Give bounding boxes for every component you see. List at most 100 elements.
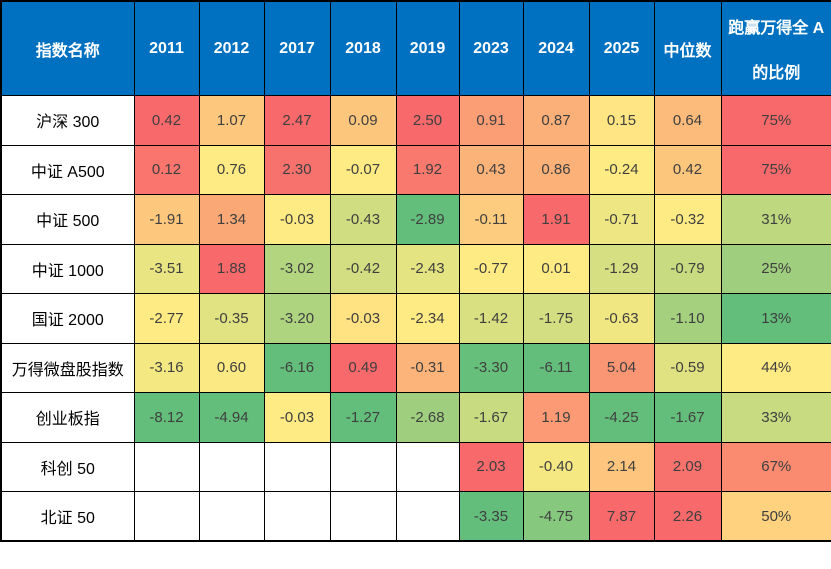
value-cell-2024: -6.11 [522,342,590,393]
value-cell-2025: -4.25 [588,392,655,443]
value-cell-2025: 0.15 [588,95,655,146]
value-cell-2017 [263,491,331,542]
value-cell-2018: 0.49 [329,342,397,393]
value-cell-2023: -1.42 [458,293,524,344]
value-cell-2011: -3.51 [133,243,200,294]
value-cell-2019 [395,491,460,542]
median-cell: -1.67 [653,392,722,443]
col-header-2025: 2025 [588,0,655,96]
value-cell-2011: -3.16 [133,342,200,393]
value-cell-2012: 0.60 [198,342,265,393]
table-row: 科创 50 2.03 -0.40 2.14 2.09 67% [0,441,831,492]
beat-ratio-cell: 13% [720,293,831,344]
value-cell-2017: -6.16 [263,342,331,393]
value-cell-2023: -3.30 [458,342,524,393]
median-cell: 0.42 [653,144,722,195]
value-cell-2024: 1.91 [522,194,590,245]
row-label: 中证 500 [0,194,135,245]
value-cell-2019: -2.68 [395,392,460,443]
beat-ratio-header-line1: 跑赢万得全 A [728,20,825,37]
beat-ratio-cell: 67% [720,441,831,492]
value-cell-2012: 0.76 [198,144,265,195]
value-cell-2025: 7.87 [588,491,655,542]
col-header-median: 中位数 [653,0,722,96]
header-row: 指数名称 2011 2012 2017 2018 2019 2023 2024 … [0,0,831,96]
value-cell-2018: -0.43 [329,194,397,245]
value-cell-2011: -1.91 [133,194,200,245]
value-cell-2025: -0.63 [588,293,655,344]
row-label: 中证 1000 [0,243,135,294]
median-cell: -0.59 [653,342,722,393]
value-cell-2023: -1.67 [458,392,524,443]
value-cell-2011: -2.77 [133,293,200,344]
value-cell-2017: 2.30 [263,144,331,195]
value-cell-2023: 0.91 [458,95,524,146]
value-cell-2012: 1.88 [198,243,265,294]
col-header-2018: 2018 [329,0,397,96]
value-cell-2019: -0.31 [395,342,460,393]
col-header-2024: 2024 [522,0,590,96]
col-header-index-name: 指数名称 [0,0,135,96]
col-header-2023: 2023 [458,0,524,96]
table-row: 创业板指 -8.12 -4.94 -0.03 -1.27 -2.68 -1.67 1.19 -4… [0,392,831,443]
row-label: 国证 2000 [0,293,135,344]
value-cell-2017: -0.03 [263,392,331,443]
value-cell-2012 [198,441,265,492]
row-label: 沪深 300 [0,95,135,146]
value-cell-2019: 2.50 [395,95,460,146]
row-label: 万得微盘股指数 [0,342,135,393]
value-cell-2025: -0.71 [588,194,655,245]
value-cell-2024: -1.75 [522,293,590,344]
value-cell-2018 [329,441,397,492]
value-cell-2024: 0.01 [522,243,590,294]
beat-ratio-header-lines: 跑赢万得全 A 的比例 [722,2,831,95]
value-cell-2011: 0.12 [133,144,200,195]
value-cell-2017: -3.02 [263,243,331,294]
value-cell-2012: 1.34 [198,194,265,245]
index-performance-table: 指数名称 2011 2012 2017 2018 2019 2023 2024 … [0,0,831,542]
value-cell-2023: -3.35 [458,491,524,542]
col-header-beat-ratio: 跑赢万得全 A 的比例 [720,0,831,96]
value-cell-2018: -1.27 [329,392,397,443]
beat-ratio-cell: 75% [720,95,831,146]
median-cell: -0.79 [653,243,722,294]
value-cell-2018: -0.07 [329,144,397,195]
table-row: 国证 2000 -2.77 -0.35 -3.20 -0.03 -2.34 -1.42 -1.… [0,293,831,344]
row-label: 创业板指 [0,392,135,443]
value-cell-2024: -0.40 [522,441,590,492]
value-cell-2024: 0.86 [522,144,590,195]
table-row: 中证 A500 0.12 0.76 2.30 -0.07 1.92 0.43 0.86 -0.2… [0,144,831,195]
value-cell-2011 [133,491,200,542]
value-cell-2025: 5.04 [588,342,655,393]
value-cell-2019: 1.92 [395,144,460,195]
table-row: 北证 50 -3.35 -4.75 7.87 2.26 50% [0,491,831,542]
value-cell-2011: 0.42 [133,95,200,146]
value-cell-2012: 1.07 [198,95,265,146]
beat-ratio-cell: 50% [720,491,831,542]
col-header-2017: 2017 [263,0,331,96]
median-cell: -0.32 [653,194,722,245]
row-label: 科创 50 [0,441,135,492]
median-cell: 0.64 [653,95,722,146]
value-cell-2019: -2.43 [395,243,460,294]
value-cell-2024: 1.19 [522,392,590,443]
table-row: 中证 1000 -3.51 1.88 -3.02 -0.42 -2.43 -0.77 0.01… [0,243,831,294]
value-cell-2018: -0.42 [329,243,397,294]
median-cell: -1.10 [653,293,722,344]
median-cell: 2.26 [653,491,722,542]
table-body: 沪深 300 0.42 1.07 2.47 0.09 2.50 0.91 0.87 0.15 0.… [0,95,831,542]
value-cell-2025: -0.24 [588,144,655,195]
beat-ratio-cell: 44% [720,342,831,393]
value-cell-2017: -0.03 [263,194,331,245]
value-cell-2011: -8.12 [133,392,200,443]
value-cell-2023: -0.11 [458,194,524,245]
value-cell-2019: -2.34 [395,293,460,344]
table-row: 中证 500 -1.91 1.34 -0.03 -0.43 -2.89 -0.11 1.91-… [0,194,831,245]
col-header-2012: 2012 [198,0,265,96]
beat-ratio-cell: 33% [720,392,831,443]
value-cell-2023: 2.03 [458,441,524,492]
row-label: 中证 A500 [0,144,135,195]
beat-ratio-header-line2: 的比例 [752,65,801,82]
value-cell-2025: -1.29 [588,243,655,294]
col-header-2019: 2019 [395,0,460,96]
